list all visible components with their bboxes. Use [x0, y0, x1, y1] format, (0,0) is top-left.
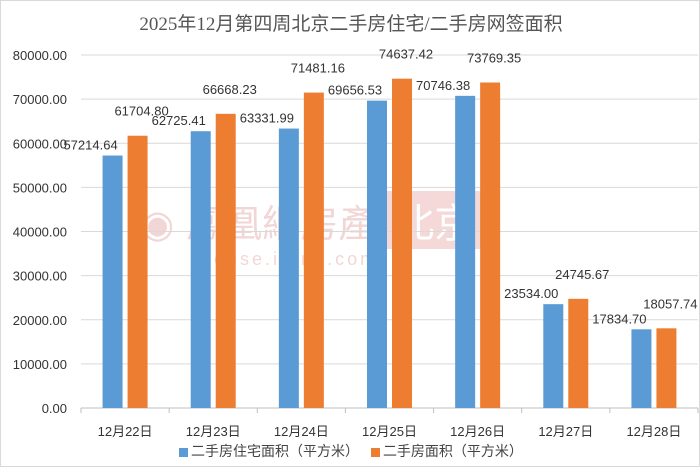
bar-residential: [631, 329, 652, 408]
bar-total: [215, 113, 236, 408]
y-tick-label: 40000.00: [13, 225, 67, 240]
data-label: 69656.53: [328, 83, 382, 98]
data-label: 73769.35: [467, 50, 521, 65]
x-tick-label: 12月24日: [274, 424, 329, 439]
chart-title: 2025年12月第四周北京二手房住宅/二手房网签面积: [139, 14, 563, 35]
y-tick-label: 60000.00: [13, 136, 67, 151]
data-label: 18057.74: [643, 296, 697, 311]
x-tick-label: 12月25日: [362, 424, 417, 439]
y-tick-label: 30000.00: [13, 269, 67, 284]
data-label: 24745.67: [555, 267, 609, 282]
bar-total: [303, 92, 324, 408]
data-label: 70746.38: [416, 78, 470, 93]
y-tick-label: 10000.00: [13, 357, 67, 372]
data-label: 62725.41: [152, 113, 206, 128]
legend-swatch: [179, 447, 189, 457]
legend: 二手房住宅面积（平方米） 二手房面积（平方米）: [1, 441, 699, 461]
data-label: 57214.64: [63, 138, 117, 153]
data-label: 66668.23: [203, 82, 257, 97]
bar-residential: [278, 128, 299, 408]
legend-label: 二手房住宅面积（平方米）: [191, 443, 360, 459]
y-tick-label: 20000.00: [13, 313, 67, 328]
legend-label: 二手房面积（平方米）: [382, 443, 523, 459]
data-label: 74637.42: [379, 47, 433, 62]
bar-total: [656, 328, 677, 408]
legend-item-total: 二手房面积（平方米）: [370, 441, 523, 461]
y-tick-label: 80000.00: [13, 48, 67, 63]
y-tick-label: 50000.00: [13, 180, 67, 195]
x-tick-label: 12月27日: [538, 424, 593, 439]
bar-residential: [102, 155, 123, 408]
bar-residential: [543, 304, 564, 408]
bar-total: [568, 298, 589, 408]
y-tick-label: 0.00: [42, 401, 67, 416]
x-tick-label: 12月23日: [186, 424, 241, 439]
legend-swatch: [370, 447, 380, 457]
data-label: 23534.00: [504, 286, 558, 301]
bar-total: [127, 135, 148, 408]
bar-residential: [367, 100, 387, 408]
bar-total: [392, 78, 412, 408]
data-label: 17834.70: [592, 311, 646, 326]
bar-residential: [190, 131, 211, 408]
x-tick-label: 12月28日: [626, 424, 681, 439]
x-tick-label: 12月22日: [98, 424, 153, 439]
data-label: 61704.80: [114, 104, 168, 119]
bar-total: [480, 82, 501, 409]
data-label: 71481.16: [291, 61, 345, 76]
x-tick-label: 12月26日: [450, 424, 505, 439]
bar-residential: [455, 95, 476, 408]
data-label: 63331.99: [240, 111, 294, 126]
legend-item-residential: 二手房住宅面积（平方米）: [179, 441, 359, 461]
y-tick-label: 70000.00: [13, 92, 67, 107]
